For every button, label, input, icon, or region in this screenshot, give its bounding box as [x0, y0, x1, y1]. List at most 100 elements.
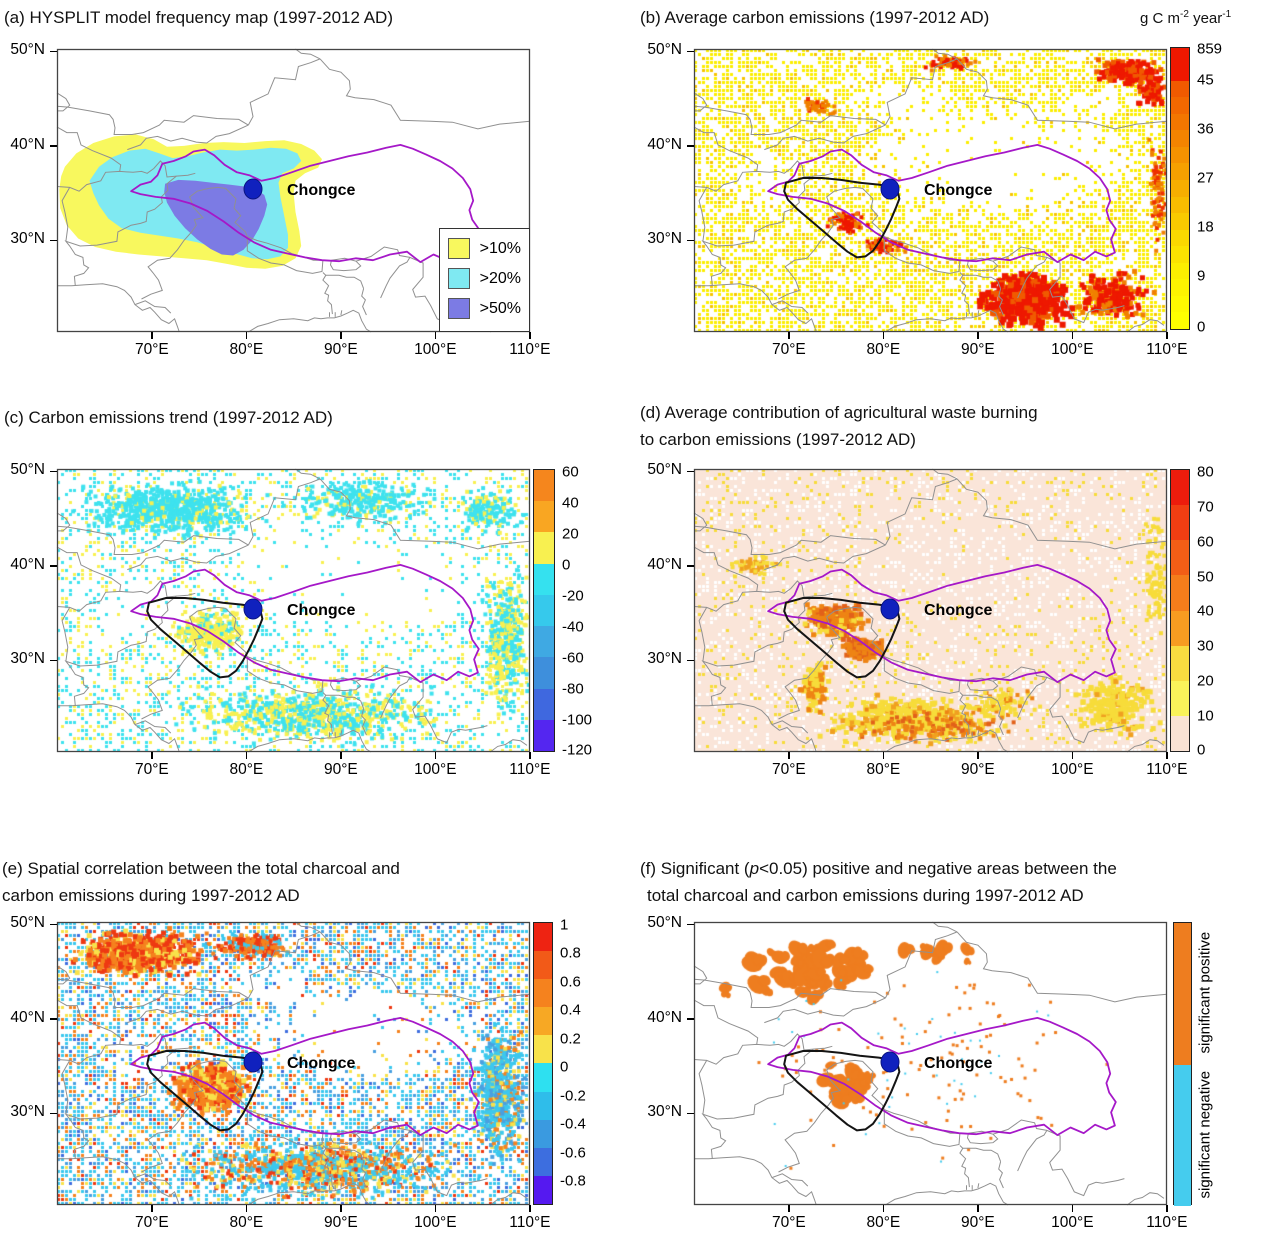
- colorbar-segment: [1171, 80, 1189, 98]
- lon-tick: [245, 752, 248, 759]
- legend-label: >50%: [479, 299, 521, 317]
- country-border: [693, 126, 759, 172]
- lon-tick-label: 100°E: [414, 1214, 457, 1231]
- site-marker-chongce: [880, 1051, 900, 1073]
- map-frame: [693, 921, 1168, 1206]
- study-region-outline: [783, 177, 901, 259]
- colorbar-segment: [1171, 715, 1189, 751]
- colorbar-tick-label: 30: [1197, 637, 1214, 655]
- country-border: [489, 1192, 528, 1206]
- lon-tick-label: 90°E: [960, 1214, 995, 1231]
- panel-e-heatmap-canvas: [57, 922, 530, 1205]
- country-border: [295, 921, 321, 933]
- colorbar-tick-label: 20: [562, 525, 579, 543]
- country-border: [225, 1061, 248, 1110]
- country-border: [56, 512, 71, 532]
- lon-tick-label: 70°E: [134, 761, 169, 778]
- tibetan-plateau-outline: [130, 1017, 480, 1136]
- country-border: [959, 1145, 970, 1188]
- lon-tick: [434, 332, 437, 339]
- site-marker-chongce: [880, 598, 900, 620]
- country-border: [883, 1109, 961, 1147]
- legend-label: >20%: [479, 269, 521, 287]
- lat-tick-label: 50°N: [10, 461, 45, 479]
- country-border: [489, 739, 528, 753]
- country-border: [956, 931, 1167, 1003]
- panel-d-heatmap-canvas: [694, 469, 1167, 752]
- country-border: [992, 246, 1047, 262]
- colorbar-tick-label: -0.2: [560, 1087, 586, 1105]
- panel-d-map: Chongce: [693, 468, 1168, 753]
- tibetan-plateau-outline: [767, 144, 1117, 263]
- country-border: [932, 468, 958, 480]
- site-label-chongce: Chongce: [287, 602, 356, 619]
- panel-d-title: (d) Average contribution of agricultural…: [640, 403, 1038, 449]
- map-frame: [56, 48, 531, 333]
- colorbar-tick-label: -0.8: [560, 1172, 586, 1190]
- tibetan-plateau-outline: [767, 1017, 1117, 1136]
- colorbar-tick-label: 1: [560, 916, 569, 934]
- country-border: [57, 283, 180, 333]
- country-border: [61, 187, 71, 242]
- lat-tick: [687, 923, 694, 926]
- lon-tick-label: 90°E: [960, 761, 995, 778]
- panel-f-map: Chongce: [693, 921, 1168, 1206]
- country-border: [380, 676, 488, 744]
- country-border: [247, 58, 321, 126]
- country-border: [1017, 1129, 1125, 1197]
- country-border: [998, 288, 1004, 316]
- colorbar-segment: [534, 563, 554, 595]
- lat-tick: [50, 239, 57, 242]
- lat-tick-label: 30°N: [647, 1103, 682, 1121]
- country-border: [771, 720, 809, 734]
- country-border: [862, 608, 885, 657]
- lon-tick-label: 70°E: [134, 341, 169, 358]
- colorbar-tick-label: 40: [562, 494, 579, 512]
- legend-item: >50%: [448, 298, 521, 319]
- country-border: [295, 468, 321, 480]
- colorbar-segment: [534, 657, 554, 689]
- colorbar-segment: [1171, 575, 1189, 611]
- lat-tick: [50, 1018, 57, 1020]
- colorbar-tick-label: 20: [1197, 672, 1214, 690]
- lon-tick-label: 110°E: [1146, 761, 1188, 778]
- country-border: [778, 1059, 863, 1173]
- country-border: [693, 546, 759, 592]
- colorbar-tick-label: 40: [1197, 602, 1214, 620]
- study-region-outline: [146, 597, 264, 679]
- lon-tick: [340, 332, 342, 339]
- country-border: [56, 978, 249, 1008]
- country-border: [340, 310, 343, 316]
- lat-tick-label: 50°N: [647, 461, 682, 479]
- lon-tick-label: 110°E: [509, 1214, 551, 1231]
- country-border: [885, 309, 1009, 333]
- colorbar-segment: [1171, 279, 1189, 296]
- country-border: [977, 310, 980, 316]
- colorbar-tick-label: 0.4: [560, 1001, 581, 1019]
- country-border: [883, 236, 961, 274]
- lon-tick-label: 100°E: [1051, 341, 1094, 358]
- country-border: [693, 512, 708, 532]
- colorbar-segment: [1171, 680, 1189, 716]
- country-border: [764, 997, 886, 1024]
- lat-tick-label: 30°N: [10, 650, 45, 668]
- country-border: [325, 274, 365, 289]
- country-border: [355, 246, 410, 262]
- lon-tick-label: 110°E: [509, 341, 551, 358]
- country-border: [959, 692, 970, 735]
- lat-tick: [50, 1112, 57, 1115]
- lat-tick-label: 40°N: [10, 1008, 45, 1026]
- lon-tick-label: 80°E: [229, 761, 264, 778]
- country-border: [862, 1061, 885, 1110]
- country-border: [694, 703, 817, 753]
- country-border: [959, 272, 970, 315]
- lon-tick: [977, 332, 979, 339]
- panel-a-legend: >10% >20% >50%: [439, 228, 530, 332]
- lat-tick: [50, 565, 57, 567]
- map-frame: [693, 468, 1168, 753]
- country-border: [247, 478, 321, 546]
- country-border: [698, 607, 708, 662]
- colorbar-segment: [1171, 146, 1189, 164]
- lon-tick-label: 70°E: [771, 341, 806, 358]
- country-border: [693, 965, 708, 985]
